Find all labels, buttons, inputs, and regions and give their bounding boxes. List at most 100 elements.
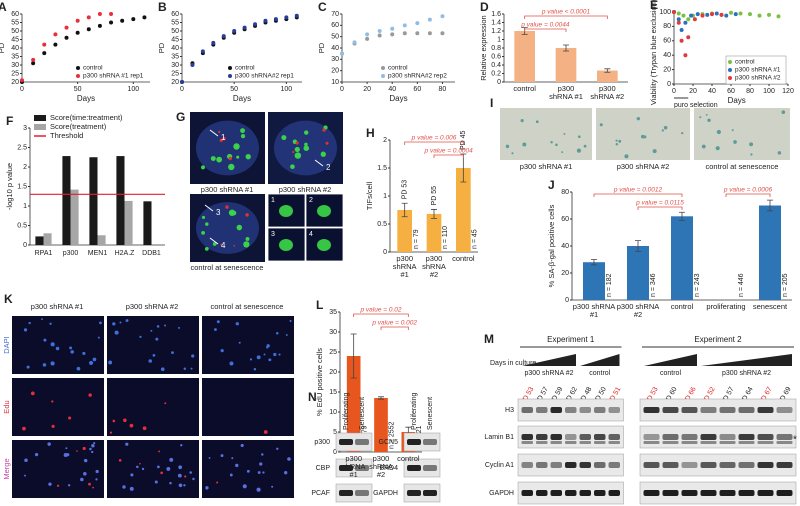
band: [579, 407, 591, 413]
band: [594, 434, 606, 440]
data-point: [415, 21, 420, 26]
y-tick-label: 20: [11, 79, 19, 86]
cell-spot: [119, 321, 122, 324]
bar: [397, 210, 412, 252]
y-tick-label: 0.4: [491, 62, 501, 69]
panel-letter: N: [308, 390, 317, 404]
data-point: [748, 12, 752, 17]
cell-spot: [256, 487, 261, 492]
y-tick-label: 0.6: [491, 53, 501, 60]
band: [423, 439, 437, 445]
band: [700, 441, 717, 444]
y-tick-label: 2: [383, 137, 387, 144]
cell-spot: [520, 119, 524, 123]
band: [643, 434, 660, 440]
band: [594, 441, 606, 444]
legend-label: Score(treatment): [50, 122, 107, 131]
cell-spot: [271, 485, 274, 488]
triangle: [522, 354, 576, 366]
cell-spot: [76, 366, 81, 371]
micrograph: [107, 316, 199, 374]
cell-spot: [150, 329, 153, 332]
micrograph: [12, 440, 104, 498]
data-point: [242, 25, 247, 30]
band: [738, 407, 755, 413]
foci: [279, 239, 293, 251]
band: [565, 490, 577, 496]
data-point: [676, 20, 681, 25]
cell-spot: [240, 443, 244, 448]
cell-spot: [30, 391, 35, 396]
cell-spot: [82, 446, 86, 451]
cell-spot: [28, 321, 31, 325]
data-point: [427, 31, 432, 36]
cell-spot: [266, 344, 270, 348]
cell-spot: [95, 469, 99, 474]
cell-spot: [56, 484, 60, 487]
bar: [35, 236, 44, 245]
cell-spot: [257, 471, 261, 474]
cell-spot: [164, 402, 167, 405]
bar: [514, 31, 535, 82]
foci: [317, 205, 331, 217]
error-bar: [431, 209, 437, 219]
x-tick-label: 100: [281, 86, 293, 93]
legend-label: control: [83, 65, 103, 72]
row-label: CBP: [316, 465, 331, 472]
y-tick-label: 2.5: [17, 144, 27, 151]
band: [757, 441, 774, 444]
cell-spot: [97, 336, 100, 339]
blot: [639, 453, 797, 477]
band: [662, 434, 679, 440]
cell-spot: [88, 482, 91, 486]
band: [565, 434, 577, 440]
row-label: GCN5: [379, 439, 399, 446]
data-point: [86, 27, 91, 32]
cell-spot: [201, 165, 205, 170]
cell-spot: [24, 458, 28, 462]
cell-spot: [205, 486, 209, 490]
y-tick-label: 30: [171, 62, 179, 69]
y-tick-label: 60: [171, 11, 179, 18]
data-point: [714, 11, 719, 16]
band: [594, 462, 606, 468]
legend-label: p300 shRNA #1: [735, 67, 781, 74]
cell-spot: [777, 151, 782, 155]
cell-spot: [55, 346, 60, 351]
cell-spot: [505, 144, 510, 149]
cell-spot: [212, 242, 217, 246]
category-label: control: [452, 254, 475, 263]
caption: control at senescence: [190, 263, 264, 272]
cell-spot: [201, 215, 206, 220]
blot: [639, 398, 797, 422]
band: [339, 465, 353, 471]
row-label: GAPDH: [489, 490, 514, 497]
cell-spot: [125, 319, 129, 323]
band: [608, 407, 620, 413]
y-tick-label: 60: [331, 22, 339, 29]
significance-bracket: [353, 313, 409, 317]
cell-spot: [69, 346, 73, 350]
cell-spot: [91, 444, 95, 448]
triangle: [701, 354, 792, 366]
band: [643, 407, 660, 413]
x-tick-label: 50: [74, 86, 82, 93]
band: [355, 439, 369, 445]
cell-spot: [295, 141, 299, 145]
band: [776, 434, 793, 440]
n-label: n = 182: [606, 273, 613, 297]
category-label: p300 shRNA #1: [341, 454, 366, 479]
data-point: [263, 18, 268, 23]
column-label: p300 shRNA #2: [125, 302, 179, 311]
cell-spot: [129, 486, 134, 491]
y-tick-label: 20: [171, 79, 179, 86]
legend-marker: [728, 60, 732, 64]
cell-spot: [154, 480, 158, 484]
y-tick-label: 25: [11, 70, 19, 77]
cell-spot: [245, 236, 250, 241]
y-tick-label: 5: [333, 429, 337, 436]
cell-spot: [285, 334, 288, 336]
cell-spot: [92, 357, 97, 362]
cell-spot: [169, 457, 174, 462]
cell-spot: [184, 475, 187, 478]
